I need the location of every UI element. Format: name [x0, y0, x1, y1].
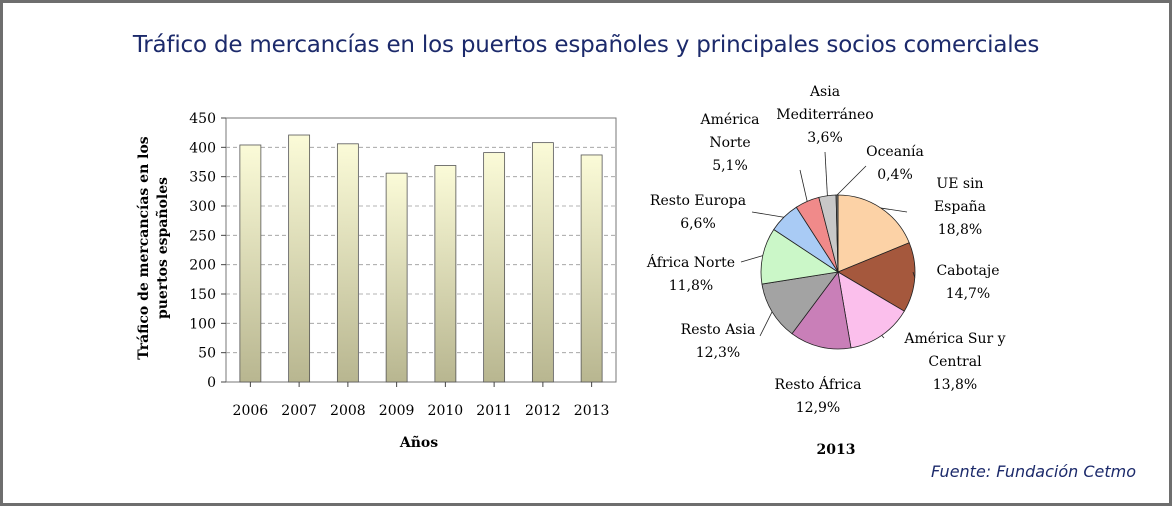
y-tick-label: 300: [189, 199, 216, 215]
y-tick-label: 100: [189, 316, 216, 332]
x-tick-label: 2012: [525, 403, 561, 419]
bar: [434, 165, 457, 383]
bar: [531, 142, 554, 383]
y-axis-label-line: puertos españoles: [154, 177, 171, 319]
y-tick-label: 200: [189, 258, 216, 274]
y-tick-label: 250: [189, 228, 216, 244]
plot-area: [225, 117, 617, 383]
bar: [483, 152, 506, 383]
page-title: Tráfico de mercancías en los puertos esp…: [132, 32, 1040, 58]
x-axis-label: Años: [399, 434, 438, 451]
y-tick-label: 0: [207, 375, 216, 391]
x-tick-label: 2007: [281, 403, 317, 419]
bar: [385, 172, 408, 383]
bar: [288, 134, 311, 383]
bar-chart: 0 50 100 150 200 250 300 350 400 450 2006 2007 2008 2…: [136, 111, 617, 451]
x-tick-label: 2008: [330, 403, 366, 419]
bar: [580, 154, 603, 383]
bar: [239, 144, 262, 383]
bar: [336, 143, 359, 383]
x-tick-label: 2010: [428, 403, 464, 419]
x-tick-label: 2006: [233, 403, 269, 419]
y-tick-label: 50: [198, 346, 216, 362]
y-axis-label-line: Tráfico de mercancías en los: [136, 136, 152, 359]
x-tick-label: 2011: [476, 403, 512, 419]
y-axis-label: Tráfico de mercancías en los puertos espa…: [136, 136, 171, 359]
x-tick-label: 2013: [574, 403, 610, 419]
y-tick-label: 450: [189, 111, 216, 127]
y-tick-label: 150: [189, 287, 216, 303]
x-tick-label: 2009: [379, 403, 415, 419]
y-tick-label: 350: [189, 170, 216, 186]
y-tick-label: 400: [189, 140, 216, 156]
source-note: Fuente: Fundación Cetmo: [931, 462, 1136, 481]
